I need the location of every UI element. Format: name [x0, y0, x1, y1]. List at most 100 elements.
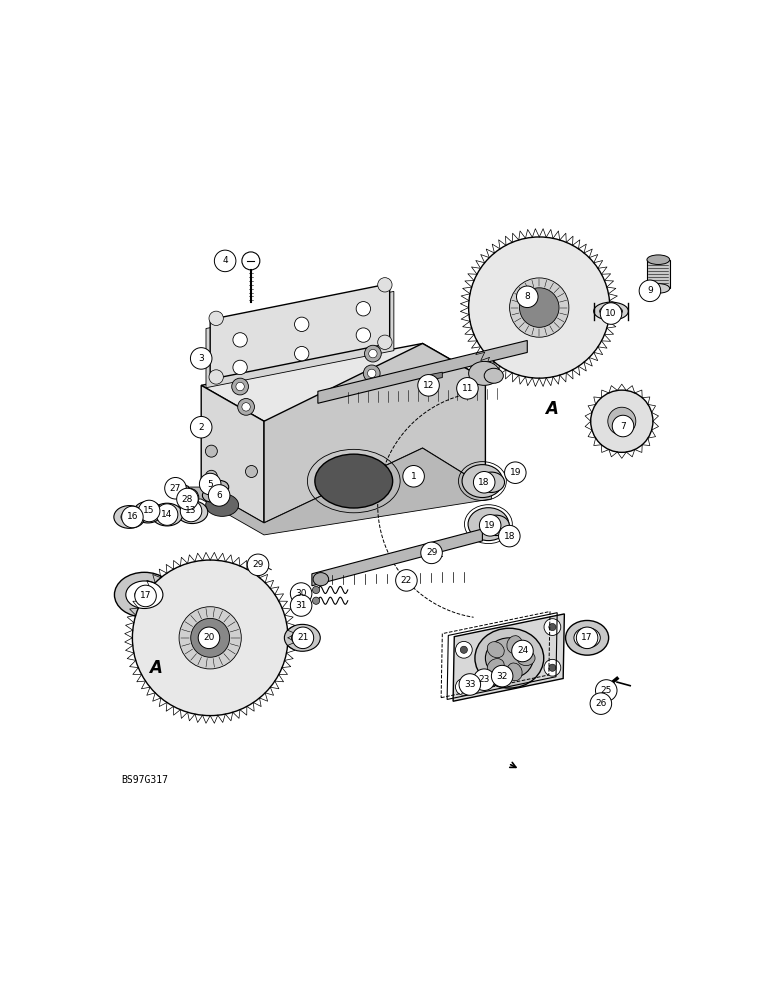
Circle shape [418, 375, 439, 396]
Text: 32: 32 [496, 672, 508, 681]
Ellipse shape [315, 454, 393, 508]
Circle shape [191, 348, 212, 369]
Text: 18: 18 [503, 532, 515, 541]
Polygon shape [170, 482, 188, 499]
Ellipse shape [313, 573, 329, 586]
Text: 13: 13 [185, 506, 197, 515]
Circle shape [591, 390, 653, 452]
Ellipse shape [581, 633, 594, 643]
Circle shape [215, 250, 236, 272]
Ellipse shape [284, 624, 320, 651]
Text: BS97G317: BS97G317 [122, 775, 168, 785]
Circle shape [505, 462, 526, 483]
Polygon shape [312, 529, 482, 586]
Circle shape [520, 288, 559, 327]
Text: 7: 7 [620, 422, 626, 431]
Ellipse shape [507, 663, 522, 681]
Ellipse shape [205, 494, 239, 516]
Polygon shape [210, 284, 390, 379]
Circle shape [369, 349, 377, 358]
Circle shape [156, 504, 178, 525]
Text: 26: 26 [595, 699, 607, 708]
Ellipse shape [484, 368, 503, 383]
Circle shape [608, 407, 636, 435]
Circle shape [426, 546, 435, 555]
Circle shape [313, 597, 320, 604]
Text: 19: 19 [510, 468, 521, 477]
Circle shape [313, 586, 320, 594]
Circle shape [473, 471, 495, 493]
Polygon shape [647, 260, 669, 288]
Text: 10: 10 [605, 309, 617, 318]
Ellipse shape [188, 509, 197, 515]
Circle shape [356, 328, 371, 342]
Text: 14: 14 [161, 510, 173, 519]
Ellipse shape [478, 472, 505, 492]
Circle shape [455, 679, 472, 695]
Text: 20: 20 [203, 633, 215, 642]
Text: 25: 25 [601, 686, 612, 695]
Text: 15: 15 [144, 506, 155, 515]
Circle shape [492, 665, 513, 687]
Polygon shape [453, 614, 564, 701]
Text: A: A [149, 659, 161, 677]
Text: 17: 17 [581, 633, 593, 642]
Circle shape [499, 525, 520, 547]
Circle shape [601, 303, 621, 324]
Ellipse shape [594, 302, 628, 320]
Polygon shape [189, 448, 492, 535]
Text: 28: 28 [181, 495, 193, 504]
Circle shape [135, 585, 156, 607]
Ellipse shape [566, 620, 608, 655]
Polygon shape [201, 343, 486, 421]
Ellipse shape [468, 508, 509, 541]
Text: 30: 30 [296, 589, 306, 598]
Circle shape [544, 619, 560, 635]
Text: 18: 18 [479, 478, 490, 487]
Circle shape [378, 278, 392, 292]
Circle shape [364, 345, 381, 362]
Circle shape [598, 683, 610, 695]
Ellipse shape [600, 306, 622, 317]
Text: 33: 33 [464, 680, 476, 689]
Circle shape [164, 477, 186, 499]
Ellipse shape [140, 506, 156, 518]
Ellipse shape [647, 255, 669, 264]
Ellipse shape [475, 628, 543, 688]
Polygon shape [430, 372, 442, 380]
Circle shape [209, 370, 223, 384]
Ellipse shape [487, 659, 504, 675]
Ellipse shape [177, 501, 208, 524]
Text: 1: 1 [411, 472, 416, 481]
Text: 27: 27 [170, 484, 181, 493]
Ellipse shape [574, 628, 601, 648]
Text: 21: 21 [297, 633, 309, 642]
Text: 31: 31 [296, 601, 306, 610]
Circle shape [233, 360, 247, 375]
Circle shape [367, 369, 376, 378]
Ellipse shape [462, 465, 503, 498]
Circle shape [479, 515, 501, 536]
Ellipse shape [647, 284, 669, 293]
Text: 19: 19 [485, 521, 496, 530]
Circle shape [290, 583, 312, 604]
Ellipse shape [114, 572, 174, 617]
Circle shape [290, 595, 312, 616]
Circle shape [590, 693, 611, 714]
Circle shape [181, 500, 201, 522]
Circle shape [595, 680, 617, 701]
Ellipse shape [126, 581, 163, 609]
Circle shape [205, 470, 218, 482]
Ellipse shape [113, 506, 145, 528]
Text: 22: 22 [401, 576, 412, 585]
Circle shape [455, 641, 472, 658]
Circle shape [209, 311, 223, 326]
Circle shape [639, 280, 661, 302]
Circle shape [364, 365, 380, 382]
Circle shape [133, 560, 288, 716]
Text: 29: 29 [252, 560, 264, 569]
Circle shape [232, 378, 249, 395]
Text: 2: 2 [198, 423, 204, 432]
Circle shape [236, 382, 244, 391]
Text: 11: 11 [462, 384, 473, 393]
